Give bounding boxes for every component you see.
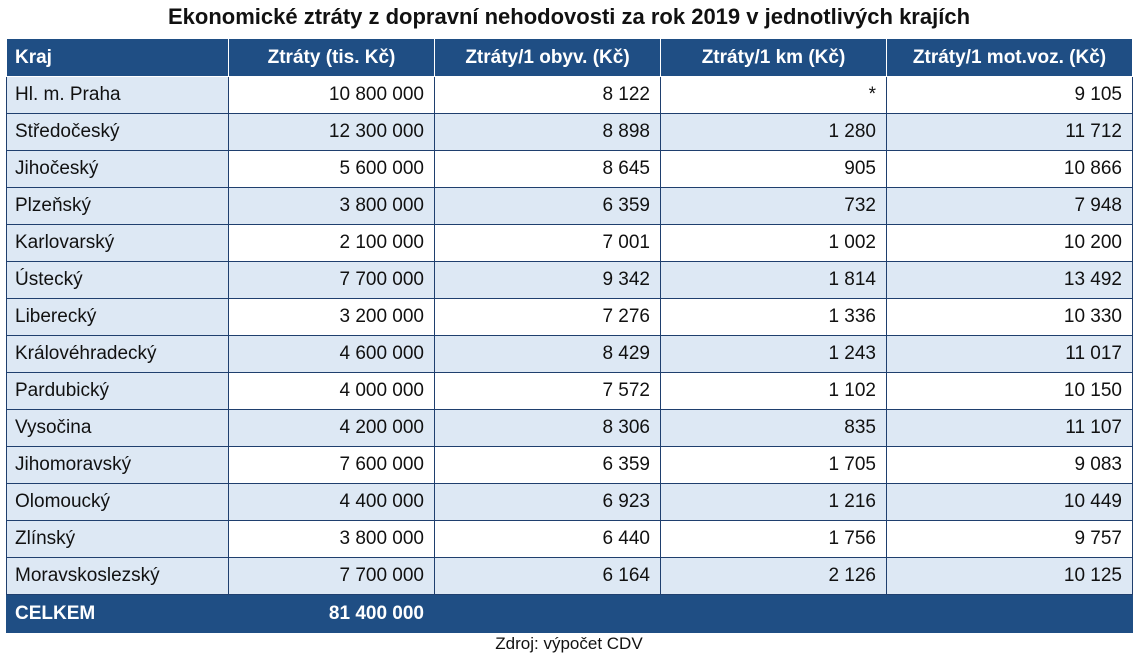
table-body: Hl. m. Praha 10 800 000 8 122 * 9 105 Středoč…: [6, 76, 1133, 595]
losses-cell: 3 800 000: [228, 187, 435, 225]
losses-per-vehicle-cell: 7 948: [886, 187, 1133, 225]
losses-per-capita-cell: 8 306: [434, 409, 661, 447]
region-cell: Zlínský: [6, 520, 229, 558]
table-row: Ústecký 7 700 000 9 342 1 814 13 492: [6, 261, 1133, 299]
region-cell: Královéhradecký: [6, 335, 229, 373]
losses-cell: 3 200 000: [228, 298, 435, 336]
table-row: Jihomoravský 7 600 000 6 359 1 705 9 083: [6, 446, 1133, 484]
losses-cell: 12 300 000: [228, 113, 435, 151]
losses-per-capita-cell: 7 001: [434, 224, 661, 262]
losses-per-vehicle-cell: 10 330: [886, 298, 1133, 336]
source-note: Zdroj: výpočet CDV: [495, 634, 643, 653]
losses-per-vehicle-cell: 10 449: [886, 483, 1133, 521]
region-cell: Liberecký: [6, 298, 229, 336]
losses-per-capita-cell: 9 342: [434, 261, 661, 299]
losses-per-vehicle-cell: 10 866: [886, 150, 1133, 188]
table-row: Karlovarský 2 100 000 7 001 1 002 10 200: [6, 224, 1133, 262]
losses-per-vehicle-cell: 11 107: [886, 409, 1133, 447]
losses-per-km-cell: 1 756: [660, 520, 887, 558]
region-cell: Vysočina: [6, 409, 229, 447]
losses-per-vehicle-cell: 9 757: [886, 520, 1133, 558]
region-cell: Moravskoslezský: [6, 557, 229, 595]
total-value: 81 400 000: [228, 594, 435, 633]
losses-per-vehicle-cell: 11 017: [886, 335, 1133, 373]
losses-per-capita-cell: 8 898: [434, 113, 661, 151]
losses-per-km-cell: 1 216: [660, 483, 887, 521]
col-header-kraj: Kraj: [6, 38, 229, 77]
losses-per-km-cell: 732: [660, 187, 887, 225]
losses-per-km-cell: 1 002: [660, 224, 887, 262]
table-row: Vysočina 4 200 000 8 306 835 11 107: [6, 409, 1133, 447]
table-row: Hl. m. Praha 10 800 000 8 122 * 9 105: [6, 76, 1133, 114]
losses-per-capita-cell: 6 440: [434, 520, 661, 558]
losses-cell: 7 700 000: [228, 261, 435, 299]
losses-per-vehicle-cell: 10 150: [886, 372, 1133, 410]
losses-per-capita-cell: 8 429: [434, 335, 661, 373]
table-row: Jihočeský 5 600 000 8 645 905 10 866: [6, 150, 1133, 188]
losses-per-km-cell: *: [660, 76, 887, 114]
table-row: Středočeský 12 300 000 8 898 1 280 11 712: [6, 113, 1133, 151]
region-cell: Plzeňský: [6, 187, 229, 225]
losses-per-km-cell: 1 280: [660, 113, 887, 151]
losses-per-capita-cell: 6 359: [434, 446, 661, 484]
losses-cell: 2 100 000: [228, 224, 435, 262]
losses-per-vehicle-cell: 11 712: [886, 113, 1133, 151]
col-header-ztraty-obyv: Ztráty/1 obyv. (Kč): [434, 38, 661, 77]
losses-cell: 4 000 000: [228, 372, 435, 410]
region-cell: Středočeský: [6, 113, 229, 151]
losses-per-km-cell: 905: [660, 150, 887, 188]
losses-cell: 5 600 000: [228, 150, 435, 188]
table-row: Moravskoslezský 7 700 000 6 164 2 126 10 125: [6, 557, 1133, 595]
losses-cell: 4 600 000: [228, 335, 435, 373]
table-row: Královéhradecký 4 600 000 8 429 1 243 11 017: [6, 335, 1133, 373]
losses-per-km-cell: 2 126: [660, 557, 887, 595]
losses-per-capita-cell: 6 923: [434, 483, 661, 521]
region-cell: Pardubický: [6, 372, 229, 410]
region-cell: Karlovarský: [6, 224, 229, 262]
losses-per-vehicle-cell: 10 125: [886, 557, 1133, 595]
losses-cell: 7 700 000: [228, 557, 435, 595]
col-header-ztraty-km: Ztráty/1 km (Kč): [660, 38, 887, 77]
header-row: Kraj Ztráty (tis. Kč) Ztráty/1 obyv. (Kč…: [6, 38, 1133, 77]
losses-per-vehicle-cell: 9 105: [886, 76, 1133, 114]
losses-per-capita-cell: 6 164: [434, 557, 661, 595]
losses-per-km-cell: 1 814: [660, 261, 887, 299]
region-cell: Hl. m. Praha: [6, 76, 229, 114]
losses-per-capita-cell: 8 645: [434, 150, 661, 188]
losses-cell: 10 800 000: [228, 76, 435, 114]
losses-per-capita-cell: 8 122: [434, 76, 661, 114]
table-row: Pardubický 4 000 000 7 572 1 102 10 150: [6, 372, 1133, 410]
losses-cell: 7 600 000: [228, 446, 435, 484]
losses-per-km-cell: 1 243: [660, 335, 887, 373]
losses-per-km-cell: 835: [660, 409, 887, 447]
losses-per-vehicle-cell: 9 083: [886, 446, 1133, 484]
total-empty-cell: [434, 594, 1133, 633]
losses-cell: 4 400 000: [228, 483, 435, 521]
losses-cell: 4 200 000: [228, 409, 435, 447]
total-row: CELKEM 81 400 000: [6, 594, 1133, 633]
region-cell: Jihomoravský: [6, 446, 229, 484]
losses-per-km-cell: 1 705: [660, 446, 887, 484]
region-cell: Ústecký: [6, 261, 229, 299]
losses-per-km-cell: 1 336: [660, 298, 887, 336]
losses-per-km-cell: 1 102: [660, 372, 887, 410]
losses-per-vehicle-cell: 13 492: [886, 261, 1133, 299]
table-row: Plzeňský 3 800 000 6 359 732 7 948: [6, 187, 1133, 225]
losses-table: Kraj Ztráty (tis. Kč) Ztráty/1 obyv. (Kč…: [6, 38, 1133, 633]
losses-per-capita-cell: 7 572: [434, 372, 661, 410]
table-row: Olomoucký 4 400 000 6 923 1 216 10 449: [6, 483, 1133, 521]
total-label: CELKEM: [6, 594, 229, 633]
table-row: Zlínský 3 800 000 6 440 1 756 9 757: [6, 520, 1133, 558]
region-cell: Jihočeský: [6, 150, 229, 188]
losses-per-capita-cell: 7 276: [434, 298, 661, 336]
losses-per-vehicle-cell: 10 200: [886, 224, 1133, 262]
table-title: Ekonomické ztráty z dopravní nehodovosti…: [167, 4, 971, 29]
table-row: Liberecký 3 200 000 7 276 1 336 10 330: [6, 298, 1133, 336]
region-cell: Olomoucký: [6, 483, 229, 521]
col-header-ztraty-motvoz: Ztráty/1 mot.voz. (Kč): [886, 38, 1133, 77]
col-header-ztraty: Ztráty (tis. Kč): [228, 38, 435, 77]
losses-per-capita-cell: 6 359: [434, 187, 661, 225]
losses-cell: 3 800 000: [228, 520, 435, 558]
